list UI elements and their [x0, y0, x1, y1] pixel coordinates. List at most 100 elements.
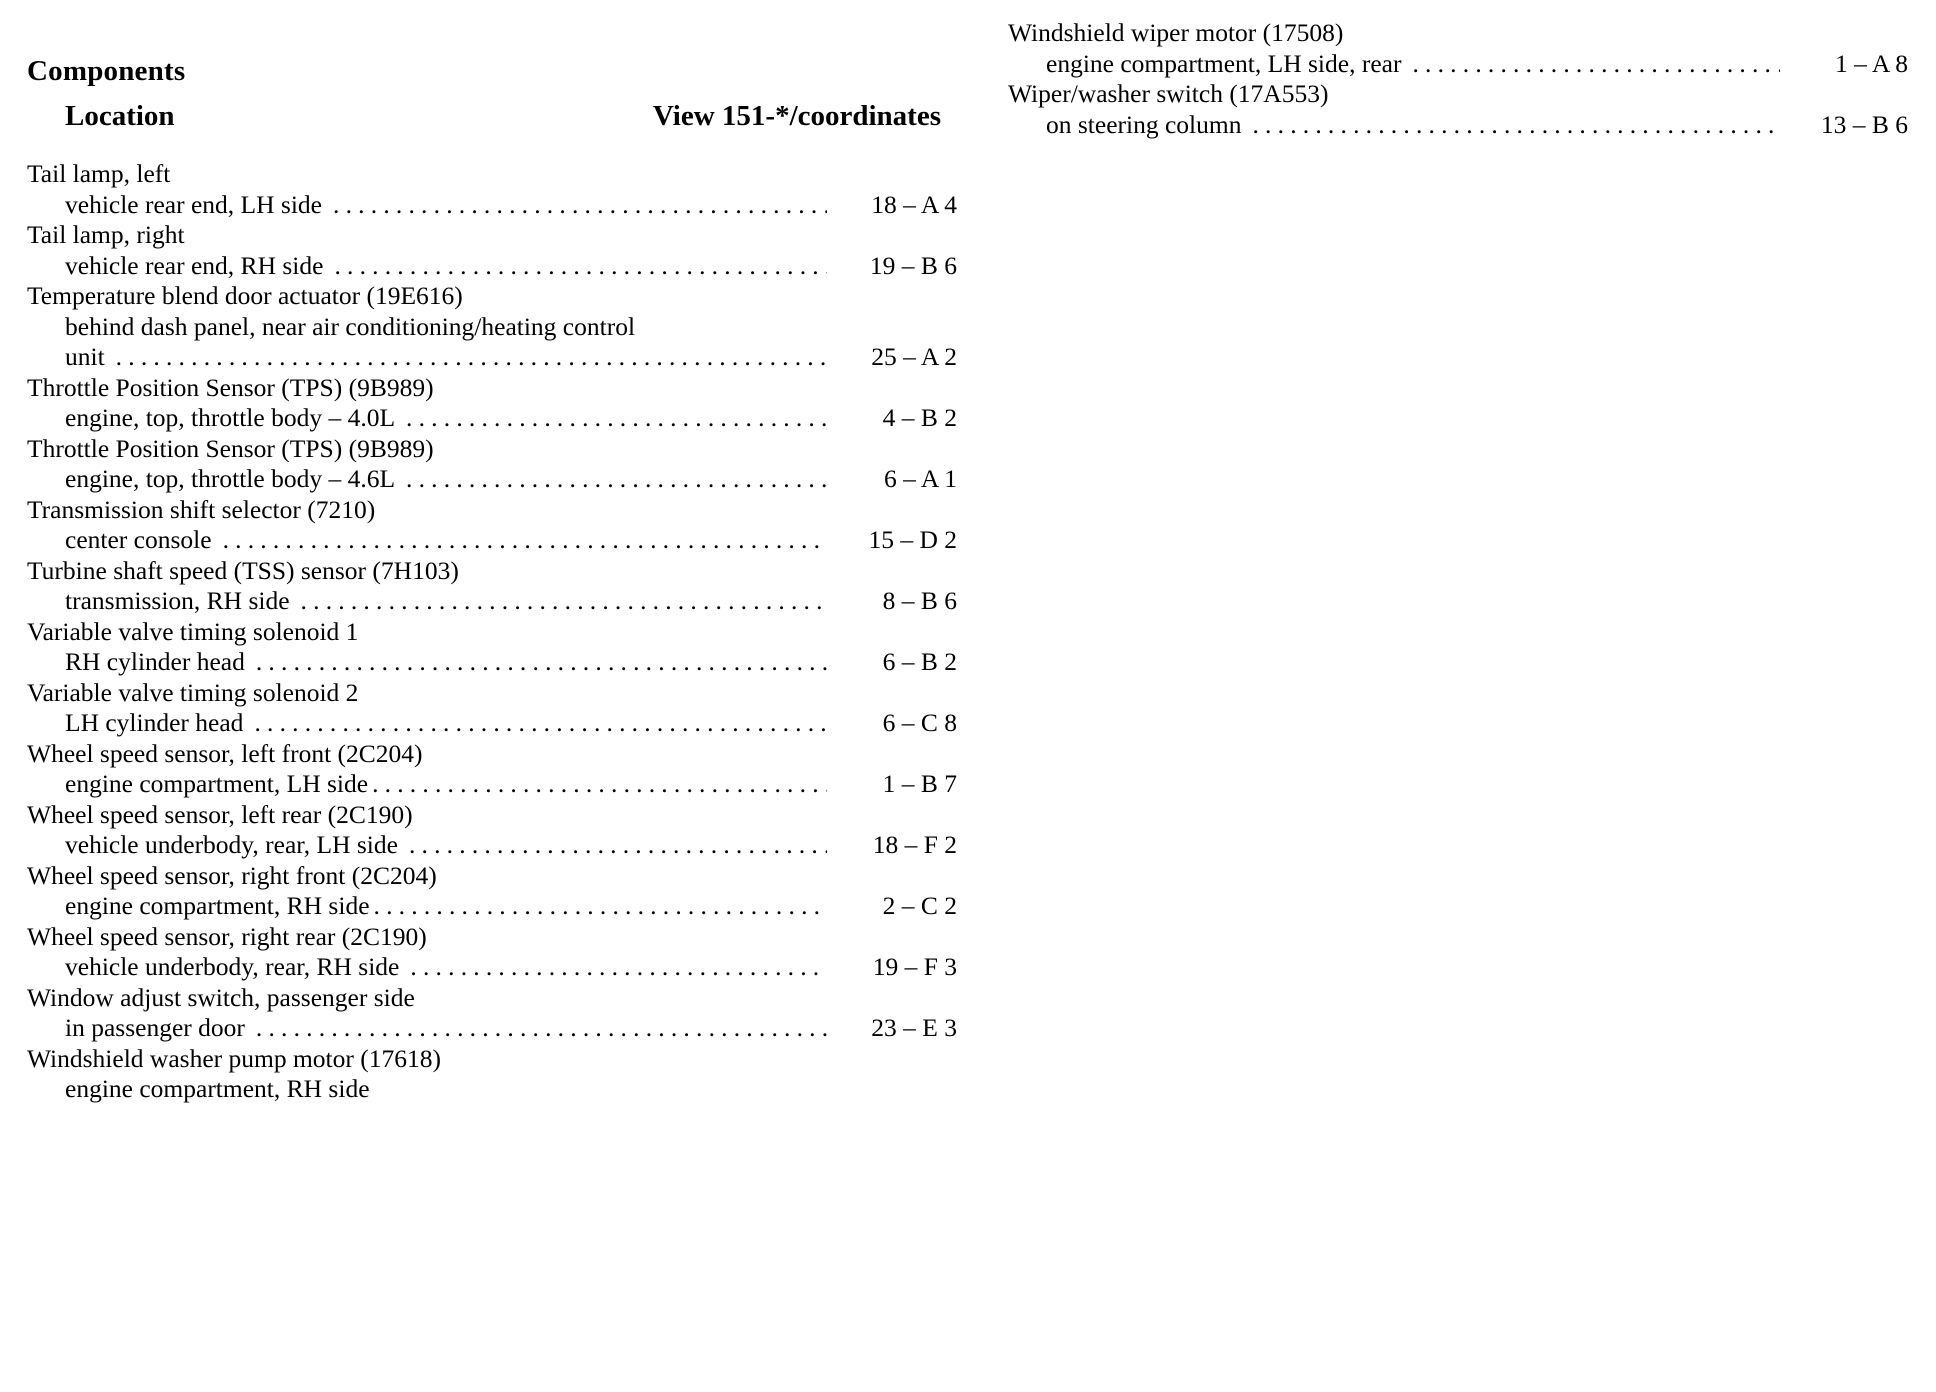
dot-leader: [116, 342, 827, 373]
dot-leader: [1412, 49, 1780, 80]
dot-leader: [374, 891, 827, 922]
location-text: transmission, RH side: [65, 586, 290, 615]
component-name: Windshield washer pump motor (17618): [27, 1043, 441, 1073]
component-location-row: engine, top, throttle body – 4.6L 6 – A …: [65, 464, 957, 495]
component-name: Wheel speed sensor, right front (2C204): [27, 860, 437, 890]
component-location-row: unit 25 – A 2: [65, 342, 957, 373]
index-entry: Throttle Position Sensor (TPS) (9B989) e…: [27, 434, 957, 495]
component-location-row: vehicle underbody, rear, LH side 18 – F …: [65, 830, 957, 861]
index-entry: Tail lamp, left vehicle rear end, LH sid…: [27, 159, 957, 220]
index-entry: Turbine shaft speed (TSS) sensor (7H103)…: [27, 556, 957, 617]
index-entry: Tail lamp, right vehicle rear end, RH si…: [27, 220, 957, 281]
view-coordinate: 1 – A 8: [1835, 48, 1908, 78]
component-name: Turbine shaft speed (TSS) sensor (7H103): [27, 555, 459, 585]
dot-leader: [1252, 110, 1780, 141]
component-name: Wheel speed sensor, right rear (2C190): [27, 921, 427, 951]
component-location-row: vehicle underbody, rear, RH side 19 – F …: [65, 952, 957, 983]
view-coordinate: 23 – E 3: [871, 1013, 957, 1042]
location-text: engine compartment, LH side, rear: [1046, 48, 1402, 78]
index-entry: Wheel speed sensor, right rear (2C190) v…: [27, 922, 957, 983]
dot-leader: [406, 464, 827, 495]
location-text: engine compartment, RH side: [65, 891, 370, 920]
component-location-row: in passenger door 23 – E 3: [65, 1013, 957, 1044]
dot-leader: [334, 251, 827, 282]
index-entry: Windshield washer pump motor (17618) eng…: [27, 1044, 957, 1105]
view-coordinate: 18 – F 2: [872, 830, 957, 859]
component-name: Wiper/washer switch (17A553): [1008, 79, 1329, 108]
component-location-row: engine compartment, RH side: [65, 1074, 957, 1105]
component-location-row: engine, top, throttle body – 4.0L 4 – B …: [65, 403, 957, 434]
dot-leader: [333, 190, 827, 221]
location-text: vehicle rear end, LH side: [65, 189, 323, 219]
column-headers-row: Location View 151-*/coordinates: [27, 100, 957, 133]
component-name: Throttle Position Sensor (TPS) (9B989): [27, 372, 434, 402]
component-name: Throttle Position Sensor (TPS) (9B989): [27, 433, 434, 463]
view-coordinate: 6 – B 2: [882, 647, 957, 676]
component-location-row: engine compartment, RH side 2 – C 2: [65, 891, 957, 922]
view-coordinate: 8 – B 6: [882, 586, 957, 615]
column-header-location: Location: [65, 100, 175, 132]
location-text: engine compartment, LH side: [65, 769, 369, 798]
location-text-continuation: behind dash panel, near air conditioning…: [65, 311, 636, 341]
column-header-view-coordinates: View 151-*/coordinates: [652, 100, 941, 132]
dot-leader: [372, 769, 827, 800]
component-location-row: center console 15 – D 2: [65, 525, 957, 556]
view-coordinate: 15 – D 2: [868, 525, 957, 554]
right-column: Windshield wiper motor (17508) engine co…: [1008, 0, 1908, 140]
location-text: RH cylinder head: [65, 647, 245, 676]
component-name: Windshield wiper motor (17508): [1008, 18, 1344, 47]
dot-leader: [410, 952, 827, 983]
view-coordinate: 19 – F 3: [872, 952, 957, 981]
dot-leader: [256, 1013, 827, 1044]
dot-leader: [301, 586, 827, 617]
component-location-row: vehicle rear end, RH side 19 – B 6: [65, 251, 957, 282]
index-entry: Variable valve timing solenoid 2 LH cyli…: [27, 678, 957, 739]
left-column: Components Location View 151-*/coordinat…: [27, 0, 957, 1105]
location-text: engine compartment, RH side: [65, 1074, 370, 1103]
component-name: Tail lamp, right: [27, 220, 185, 249]
location-text: center console: [65, 525, 212, 554]
view-coordinate: 4 – B 2: [882, 403, 957, 432]
location-text: unit: [65, 342, 105, 371]
location-text: vehicle rear end, RH side: [65, 250, 324, 280]
component-name: Variable valve timing solenoid 1: [27, 616, 359, 646]
location-text: vehicle underbody, rear, RH side: [65, 952, 400, 981]
component-location-row: LH cylinder head 6 – C 8: [65, 708, 957, 739]
view-coordinate: 19 – B 6: [869, 250, 957, 280]
component-location-row: on steering column 13 – B 6: [1046, 110, 1908, 141]
component-location-row: engine compartment, LH side 1 – B 7: [65, 769, 957, 800]
index-entry: Transmission shift selector (7210) cente…: [27, 495, 957, 556]
view-coordinate: 1 – B 7: [882, 769, 957, 798]
page-title: Components: [27, 55, 186, 87]
component-name: Wheel speed sensor, left front (2C204): [27, 738, 423, 768]
location-text: on steering column: [1046, 109, 1242, 139]
view-coordinate: 18 – A 4: [871, 189, 957, 219]
view-coordinate: 6 – A 1: [884, 464, 957, 493]
dot-leader: [223, 525, 827, 556]
dot-leader: [256, 647, 827, 678]
index-entry: Wheel speed sensor, right front (2C204) …: [27, 861, 957, 922]
view-coordinate: 25 – A 2: [871, 342, 957, 371]
component-name: Variable valve timing solenoid 2: [27, 677, 359, 707]
component-location-row: engine compartment, LH side, rear 1 – A …: [1046, 49, 1908, 80]
index-entry: Wiper/washer switch (17A553) on steering…: [1008, 79, 1908, 140]
location-text: engine, top, throttle body – 4.6L: [65, 464, 396, 493]
view-coordinate: 6 – C 8: [882, 708, 957, 737]
component-location-row: vehicle rear end, LH side 18 – A 4: [65, 190, 957, 221]
index-entry: Wheel speed sensor, left rear (2C190) ve…: [27, 800, 957, 861]
component-name: Temperature blend door actuator (19E616): [27, 281, 463, 310]
component-name: Tail lamp, left: [27, 159, 171, 188]
index-entry: Windshield wiper motor (17508) engine co…: [1008, 18, 1908, 79]
location-text: LH cylinder head: [65, 708, 244, 737]
column-heading-block: Components Location View 151-*/coordinat…: [27, 52, 957, 133]
location-text: in passenger door: [65, 1013, 245, 1042]
component-location-row: RH cylinder head 6 – B 2: [65, 647, 957, 678]
view-coordinate: 2 – C 2: [882, 891, 957, 920]
index-entry: Throttle Position Sensor (TPS) (9B989) e…: [27, 373, 957, 434]
location-text: vehicle underbody, rear, LH side: [65, 830, 398, 859]
index-entry: Variable valve timing solenoid 1 RH cyli…: [27, 617, 957, 678]
component-name: Transmission shift selector (7210): [27, 494, 376, 524]
location-text: engine, top, throttle body – 4.0L: [65, 403, 396, 432]
dot-leader: [254, 708, 827, 739]
